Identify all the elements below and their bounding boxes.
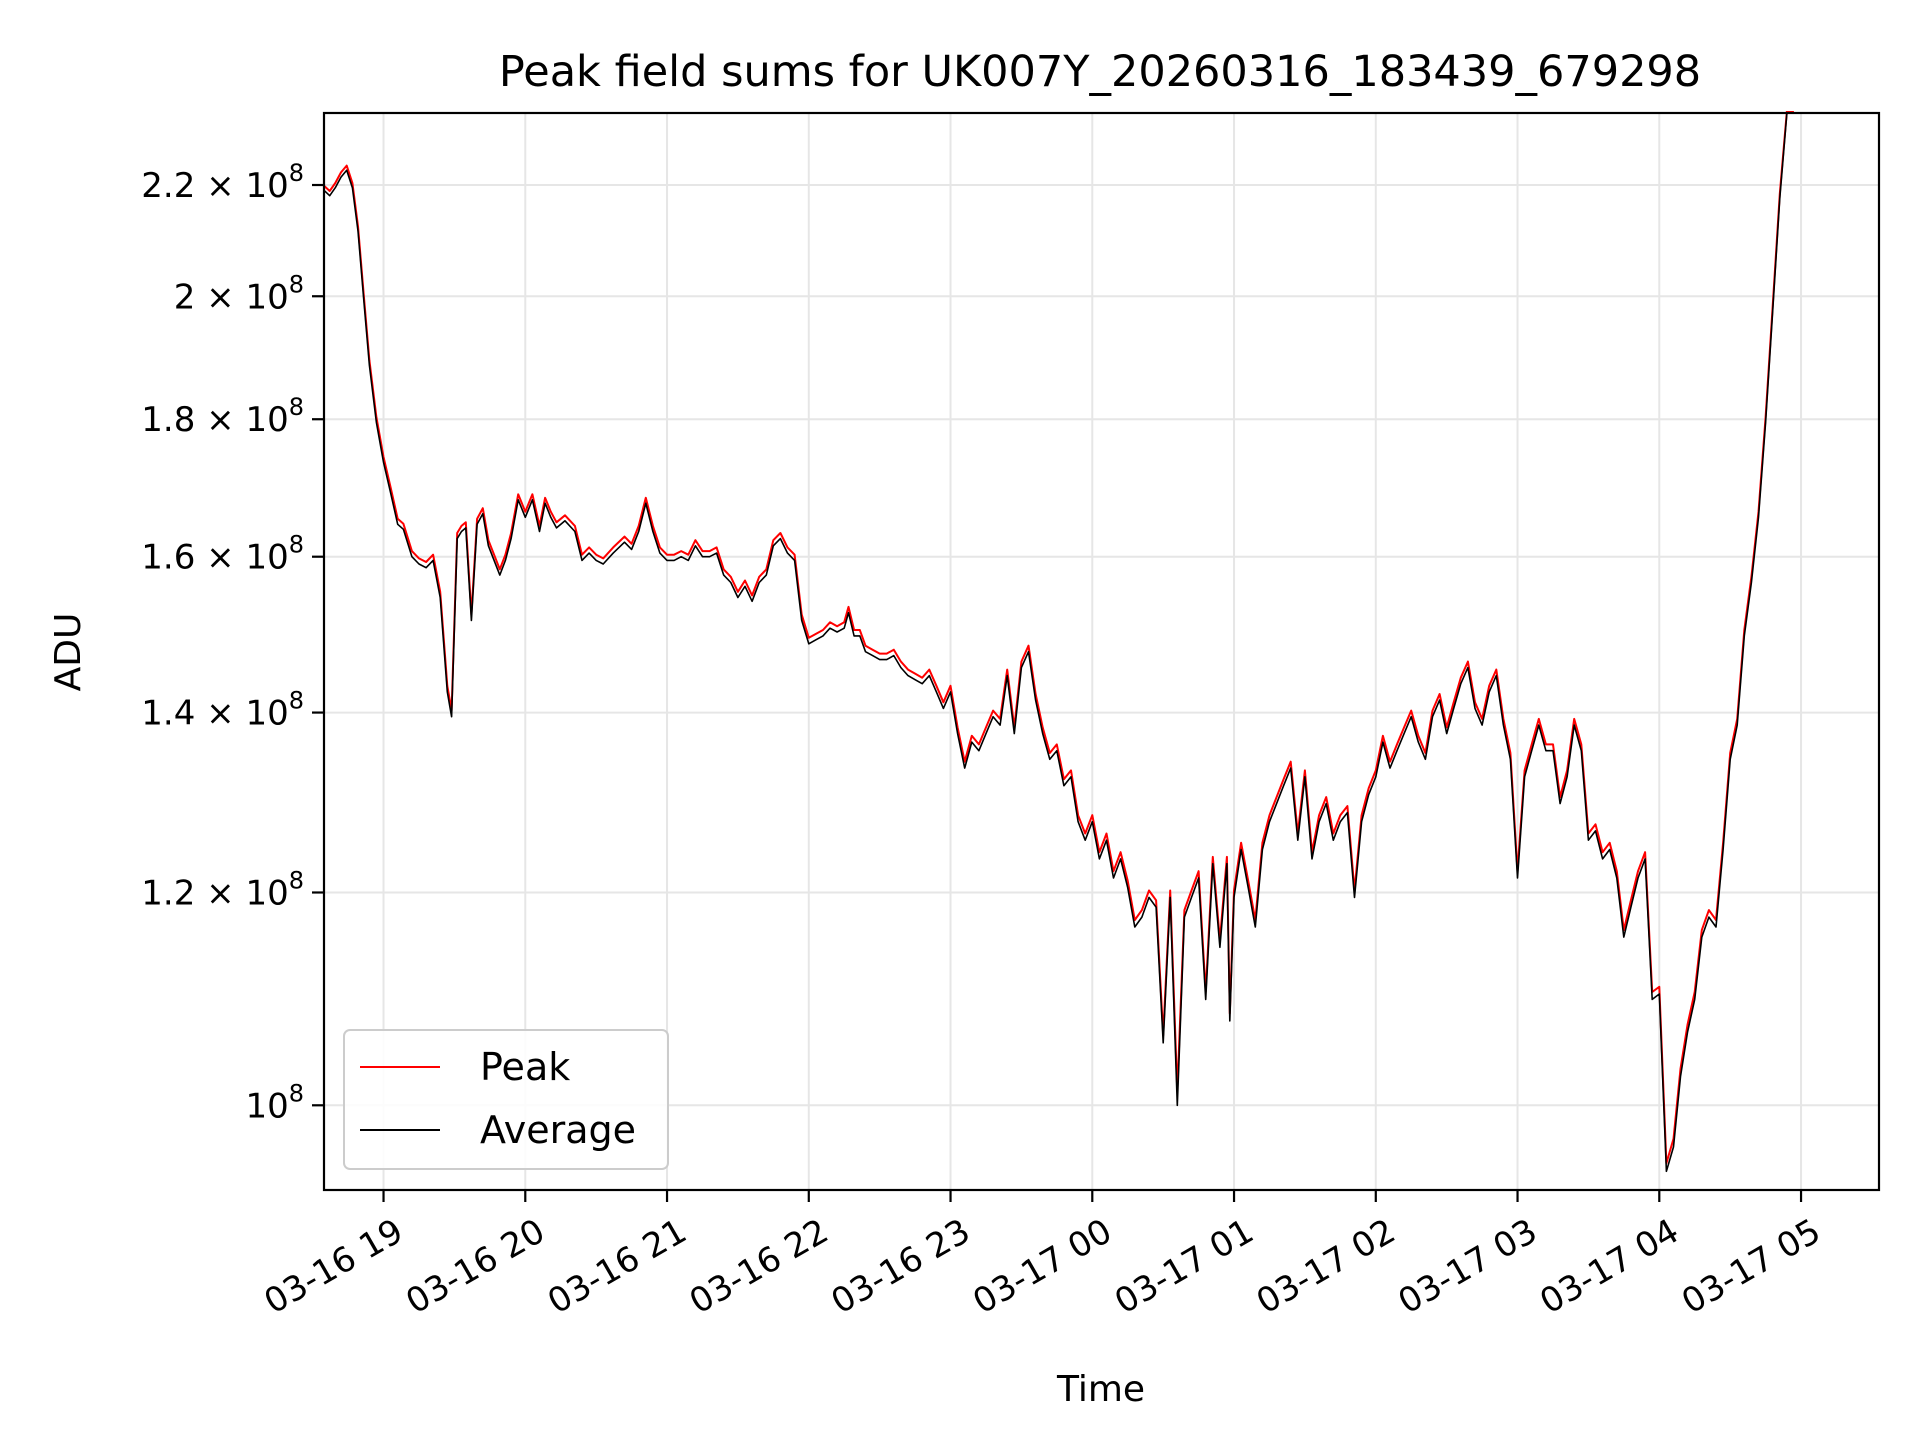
- series-line-average: [324, 113, 1794, 1173]
- y-tick-label: 1.6 × 108: [141, 531, 304, 578]
- legend-label-average: Average: [480, 1108, 636, 1152]
- chart-title: Peak field sums for UK007Y_20260316_1834…: [499, 47, 1701, 97]
- y-axis: 108 1.2 × 108 1.4 × 108 1.6 × 108 1.8 × 108 2…: [141, 159, 324, 1126]
- legend-box: [343, 1029, 669, 1170]
- y-axis-label: ADU: [48, 613, 89, 692]
- y-tick-label: 108: [245, 1079, 304, 1126]
- y-tick-label: 1.8 × 108: [141, 393, 304, 440]
- grid: [324, 113, 1879, 1190]
- legend-label-peak: Peak: [480, 1045, 570, 1089]
- y-tick-label: 2 × 108: [174, 270, 304, 317]
- y-tick-label: 1.2 × 108: [141, 866, 304, 913]
- series-line-peak: [324, 111, 1794, 1165]
- x-axis-label: Time: [1056, 1369, 1145, 1410]
- y-tick-label: 1.4 × 108: [141, 687, 304, 734]
- y-tick-label: 2.2 × 108: [141, 159, 304, 206]
- series-layer: [324, 111, 1794, 1173]
- legend: Peak Average: [343, 1029, 669, 1170]
- plot-frame: [322, 111, 1881, 1192]
